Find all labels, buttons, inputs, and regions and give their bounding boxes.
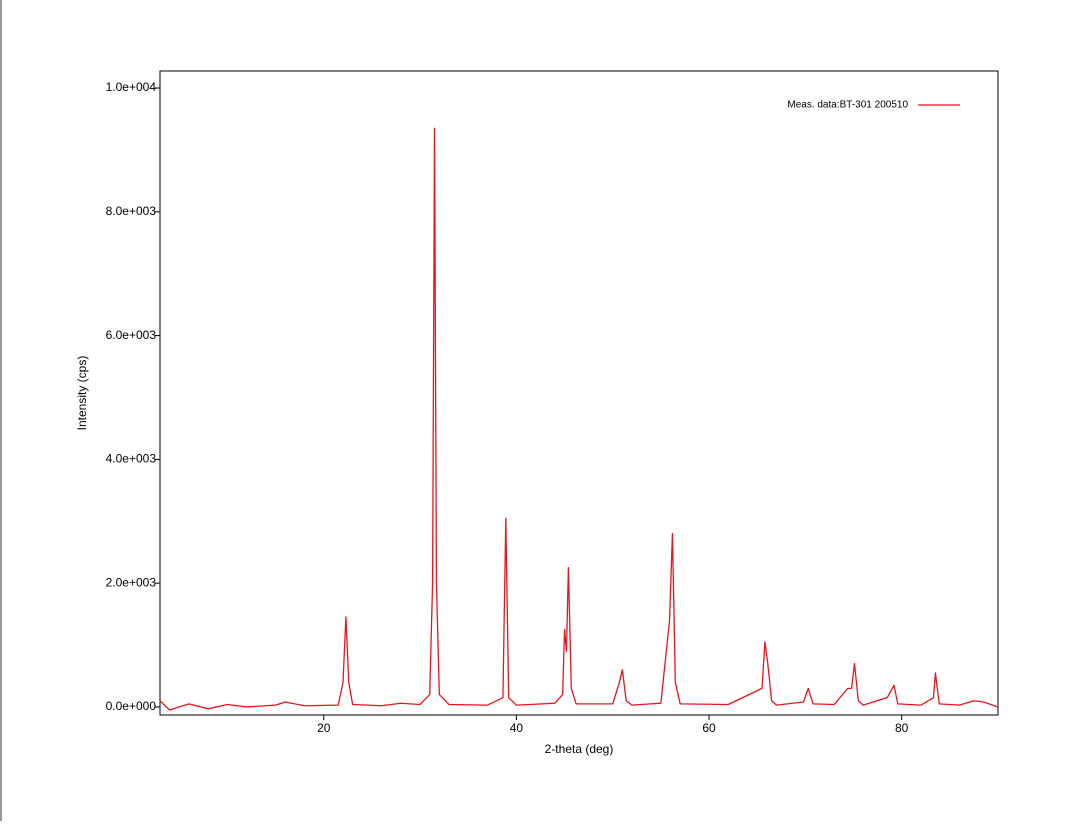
y-tick-label: 0.0e+000 bbox=[106, 699, 157, 713]
y-axis-label: Intensity (cps) bbox=[75, 356, 89, 431]
data-line bbox=[159, 127, 999, 711]
x-tick-label: 20 bbox=[317, 721, 331, 735]
y-tick-label: 8.0e+003 bbox=[106, 204, 157, 218]
y-tick-label: 6.0e+003 bbox=[106, 328, 157, 342]
y-tick-label: 2.0e+003 bbox=[106, 575, 157, 589]
y-tick-label: 1.0e+004 bbox=[106, 80, 157, 94]
x-tick-label: 60 bbox=[702, 721, 716, 735]
x-axis-label: 2-theta (deg) bbox=[545, 742, 614, 756]
x-tick-label: 40 bbox=[510, 721, 524, 735]
plot-frame bbox=[159, 70, 999, 716]
legend-label: Meas. data:BT-301 200510 bbox=[787, 100, 908, 111]
x-tick-label: 80 bbox=[895, 721, 909, 735]
y-tick-label: 4.0e+003 bbox=[106, 452, 157, 466]
